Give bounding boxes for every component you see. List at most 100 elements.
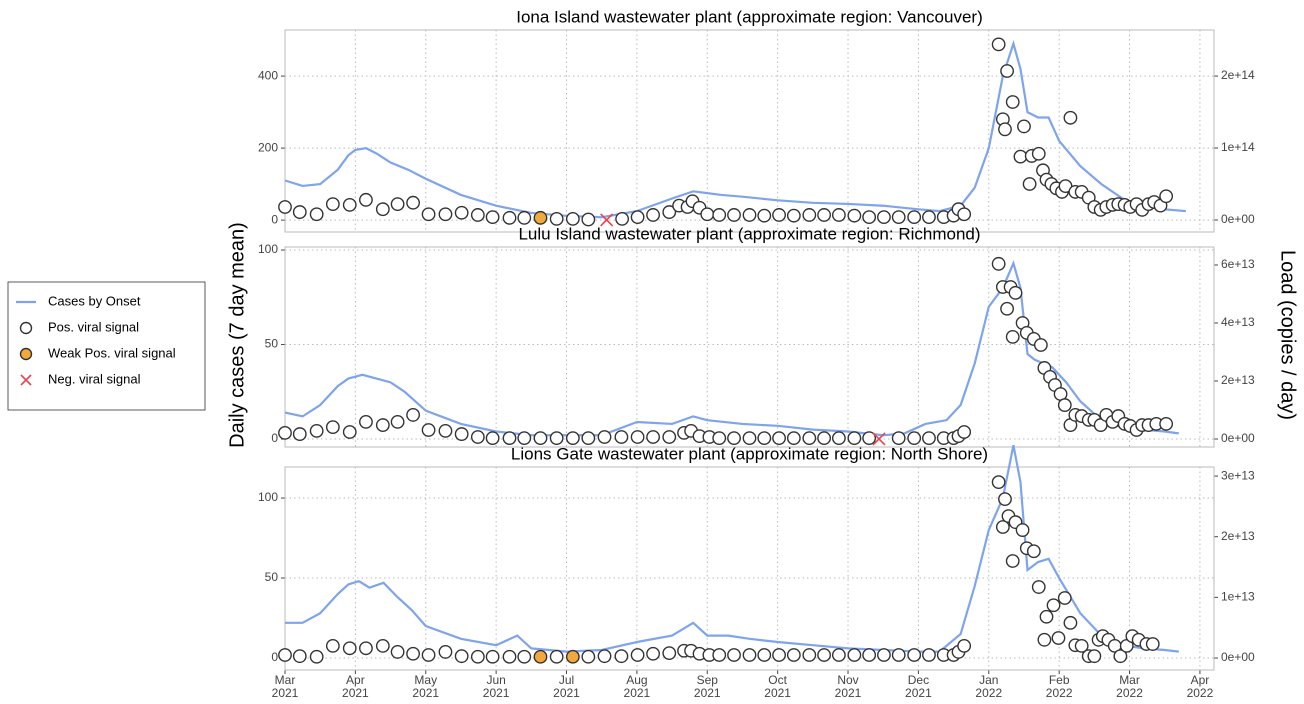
signal-point	[1057, 591, 1072, 605]
signal-point	[359, 641, 373, 656]
signal-point	[907, 648, 922, 662]
y2-tick-label: 0e+00	[1221, 212, 1255, 226]
y2-tick-label: 2e+13	[1221, 529, 1255, 543]
cases-line	[285, 445, 1179, 653]
legend-circle	[19, 321, 33, 335]
signal-point	[1000, 301, 1014, 316]
legend-label: Cases by Onset	[48, 293, 141, 308]
signal-point	[1031, 146, 1046, 161]
signal-point	[1046, 598, 1061, 613]
signal-point	[406, 646, 420, 661]
signal-point	[470, 430, 485, 444]
signal-point	[1074, 638, 1089, 653]
y2-tick-label: 0e+00	[1221, 650, 1255, 664]
signal-point	[278, 648, 292, 662]
signal-point	[565, 212, 580, 226]
signal-point	[390, 414, 405, 429]
signal-point	[1039, 609, 1054, 624]
signal-point	[342, 641, 357, 656]
panel-border	[284, 466, 1215, 671]
y-tick-label: 50	[265, 337, 279, 351]
signal-point	[1087, 649, 1102, 664]
signal-point	[772, 648, 786, 662]
signal-point	[454, 427, 469, 441]
series	[600, 213, 614, 227]
y-tick-label: 0	[271, 212, 278, 226]
signal-point	[831, 648, 846, 662]
signal-point	[630, 648, 645, 662]
signal-point	[742, 208, 757, 222]
y-tick-label: 100	[258, 490, 278, 504]
signal-point	[630, 210, 645, 225]
neg-marker	[872, 432, 886, 446]
legend-label: Weak Pos. viral signal	[48, 345, 176, 360]
signal-point	[662, 646, 677, 661]
signal-point	[309, 423, 324, 438]
y-tick-label: 0	[271, 431, 278, 445]
x-tick-label: Apr 2021	[342, 673, 369, 700]
cases-line	[284, 39, 1186, 219]
signal-point	[581, 431, 596, 446]
signal-point	[406, 195, 420, 210]
signal-point	[614, 430, 629, 444]
signal-point	[757, 208, 772, 223]
signal-point	[438, 207, 453, 222]
signal-point	[390, 645, 405, 659]
signal-point	[454, 649, 469, 664]
signal-point	[375, 202, 390, 217]
signal-point	[922, 648, 936, 662]
signal-point	[712, 648, 727, 662]
y-tick-label: 50	[265, 570, 279, 584]
panel-title: Lulu Island wastewater plant (approximat…	[518, 224, 980, 243]
signal-point	[991, 37, 1006, 52]
y-tick-label: 200	[258, 140, 278, 154]
signal-point	[292, 427, 307, 441]
signal-point	[802, 648, 817, 662]
signal-point	[517, 649, 532, 664]
signal-point	[1113, 649, 1128, 664]
signal-point	[325, 638, 340, 653]
y-tick-label: 0	[271, 650, 278, 664]
signal-point	[1037, 632, 1052, 647]
signal-point	[359, 414, 373, 429]
signal-point	[646, 430, 660, 444]
signal-point	[757, 648, 772, 662]
series	[533, 649, 580, 664]
signal-point	[847, 648, 862, 662]
signal-point	[375, 418, 390, 432]
signal-point	[278, 200, 292, 214]
signal-point	[862, 210, 877, 225]
signal-point	[1000, 64, 1014, 78]
signal-point	[891, 210, 906, 225]
signal-point	[891, 648, 906, 662]
signal-point	[485, 649, 500, 664]
legend-label: Neg. viral signal	[48, 371, 141, 386]
signal-point	[1022, 177, 1037, 191]
signal-point	[995, 520, 1010, 534]
signal-point	[1005, 95, 1020, 109]
signal-point	[646, 208, 660, 222]
signal-point	[485, 431, 500, 446]
signal-point	[517, 431, 532, 446]
signal-point	[862, 431, 877, 446]
signal-point	[597, 430, 612, 444]
signal-point	[438, 645, 453, 659]
signal-point	[712, 208, 727, 222]
signal-point	[907, 431, 922, 446]
legend-circle	[19, 347, 33, 361]
signal-point	[662, 205, 677, 219]
signal-point	[342, 425, 357, 439]
series	[284, 259, 1179, 437]
legend-box	[7, 281, 206, 411]
signal-point	[549, 431, 564, 446]
series	[285, 445, 1179, 653]
x-tick-label: Feb 2022	[1045, 673, 1073, 700]
signal-point	[309, 207, 324, 222]
x-tick-label: May 2021	[412, 673, 440, 700]
signal-point	[292, 205, 307, 219]
signal-point	[802, 431, 817, 446]
x-tick-label: Jul 2021	[553, 673, 580, 700]
signal-point	[292, 649, 307, 664]
signal-point	[802, 208, 817, 222]
signal-point	[390, 197, 405, 212]
